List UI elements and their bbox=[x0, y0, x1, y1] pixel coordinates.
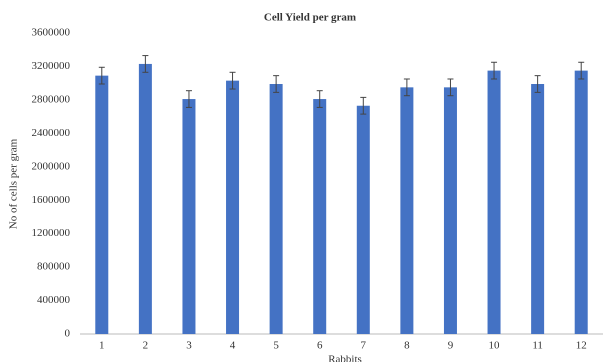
x-tick-label: 5 bbox=[273, 340, 279, 352]
y-tick-label: 2000000 bbox=[32, 160, 71, 172]
bar bbox=[443, 87, 457, 334]
bar bbox=[95, 75, 109, 335]
y-tick-label: 3600000 bbox=[32, 27, 71, 39]
bar bbox=[182, 99, 196, 334]
y-tick-label: 800000 bbox=[37, 261, 71, 273]
chart-title: Cell Yield per gram bbox=[264, 12, 356, 24]
y-tick-label: 400000 bbox=[37, 294, 71, 306]
x-tick-label: 8 bbox=[404, 340, 410, 352]
x-tick-label: 11 bbox=[532, 340, 543, 352]
y-tick-label: 2800000 bbox=[32, 93, 71, 105]
x-tick-label: 6 bbox=[317, 340, 323, 352]
x-tick-label: 12 bbox=[576, 340, 587, 352]
bar bbox=[269, 84, 283, 334]
y-tick-label: 3200000 bbox=[32, 60, 71, 72]
x-tick-label: 3 bbox=[186, 340, 192, 352]
x-tick-label: 4 bbox=[230, 340, 236, 352]
y-tick-label: 1200000 bbox=[32, 227, 71, 239]
bar bbox=[531, 84, 545, 334]
bar bbox=[574, 70, 588, 334]
bar bbox=[356, 105, 370, 334]
x-tick-label: 10 bbox=[489, 340, 501, 352]
bar bbox=[138, 63, 152, 335]
x-tick-label: 9 bbox=[448, 340, 454, 352]
bar bbox=[226, 80, 240, 335]
y-tick-label: 2400000 bbox=[32, 127, 71, 139]
bar bbox=[313, 99, 327, 334]
y-tick-label: 0 bbox=[65, 328, 71, 340]
x-axis-label: Rabbits bbox=[328, 354, 362, 362]
bar bbox=[487, 70, 501, 334]
bar bbox=[400, 87, 414, 334]
y-axis-label: No of cells per gram bbox=[8, 138, 20, 229]
x-tick-label: 1 bbox=[99, 340, 105, 352]
x-tick-label: 2 bbox=[143, 340, 149, 352]
y-tick-label: 1600000 bbox=[32, 194, 71, 206]
x-tick-label: 7 bbox=[361, 340, 367, 352]
